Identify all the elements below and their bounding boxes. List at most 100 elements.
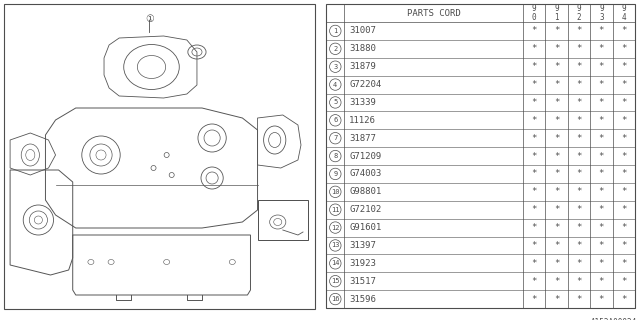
Text: *: * [576,80,582,89]
Text: 31517: 31517 [349,277,376,286]
Text: *: * [621,98,627,107]
Text: *: * [598,295,604,304]
Text: *: * [621,295,627,304]
Text: *: * [621,80,627,89]
Text: G98801: G98801 [349,187,381,196]
Text: *: * [531,295,537,304]
Text: *: * [621,205,627,214]
Text: 15: 15 [331,278,340,284]
Text: *: * [621,116,627,125]
Text: 13: 13 [331,243,340,248]
Text: A152A00024: A152A00024 [591,318,637,320]
Text: 7: 7 [333,135,337,141]
Text: *: * [554,62,559,71]
Text: *: * [598,80,604,89]
Text: 31596: 31596 [349,295,376,304]
Text: G72102: G72102 [349,205,381,214]
Text: 14: 14 [331,260,340,266]
Text: *: * [531,80,537,89]
Text: *: * [576,152,582,161]
Text: 10: 10 [331,189,340,195]
Text: *: * [576,62,582,71]
Text: *: * [598,27,604,36]
Text: 31880: 31880 [349,44,376,53]
Text: 5: 5 [333,100,337,105]
Text: *: * [598,152,604,161]
Text: *: * [621,134,627,143]
Text: *: * [576,116,582,125]
Text: *: * [576,44,582,53]
Text: 3: 3 [333,64,337,70]
Text: *: * [554,223,559,232]
Text: *: * [576,259,582,268]
Text: *: * [598,116,604,125]
Text: *: * [598,241,604,250]
Text: *: * [554,134,559,143]
Text: *: * [554,44,559,53]
Text: *: * [621,27,627,36]
Text: *: * [531,187,537,196]
Text: G74003: G74003 [349,169,381,179]
Text: *: * [531,205,537,214]
Text: *: * [554,27,559,36]
Text: *: * [576,187,582,196]
Text: *: * [531,27,537,36]
Text: *: * [554,116,559,125]
Text: *: * [598,44,604,53]
Text: *: * [621,241,627,250]
Text: 31923: 31923 [349,259,376,268]
Text: *: * [576,277,582,286]
Text: *: * [621,187,627,196]
Text: 9
0: 9 0 [532,4,536,22]
Text: 6: 6 [333,117,337,123]
Text: G72204: G72204 [349,80,381,89]
Text: 12: 12 [331,225,340,231]
Text: PARTS CORD: PARTS CORD [406,9,460,18]
Bar [257,200,308,240]
Text: *: * [621,152,627,161]
Text: *: * [598,134,604,143]
Text: G91601: G91601 [349,223,381,232]
Text: *: * [531,259,537,268]
Text: *: * [554,98,559,107]
Text: *: * [576,205,582,214]
Text: *: * [554,205,559,214]
Text: 16: 16 [331,296,340,302]
Text: *: * [531,116,537,125]
Text: *: * [621,277,627,286]
Text: *: * [576,241,582,250]
Text: *: * [621,259,627,268]
Text: 4: 4 [333,82,337,88]
Text: 9
4: 9 4 [621,4,626,22]
Text: *: * [576,134,582,143]
Text: *: * [531,223,537,232]
Text: *: * [576,169,582,179]
Text: *: * [621,223,627,232]
Text: *: * [531,169,537,179]
Text: *: * [554,277,559,286]
Text: *: * [598,259,604,268]
Text: ①: ① [145,14,154,24]
Text: *: * [531,44,537,53]
Text: *: * [598,98,604,107]
Text: *: * [621,62,627,71]
Text: 31339: 31339 [349,98,376,107]
Text: 31879: 31879 [349,62,376,71]
Text: *: * [621,169,627,179]
Text: *: * [598,62,604,71]
Text: 11126: 11126 [349,116,376,125]
Text: *: * [554,241,559,250]
Text: *: * [621,44,627,53]
Text: *: * [598,187,604,196]
Text: *: * [576,27,582,36]
Text: *: * [554,259,559,268]
Text: *: * [598,169,604,179]
Text: G71209: G71209 [349,152,381,161]
Text: 31007: 31007 [349,27,376,36]
Text: *: * [576,98,582,107]
Text: *: * [554,295,559,304]
Text: *: * [598,277,604,286]
Text: *: * [554,187,559,196]
Text: *: * [531,241,537,250]
Text: *: * [531,98,537,107]
